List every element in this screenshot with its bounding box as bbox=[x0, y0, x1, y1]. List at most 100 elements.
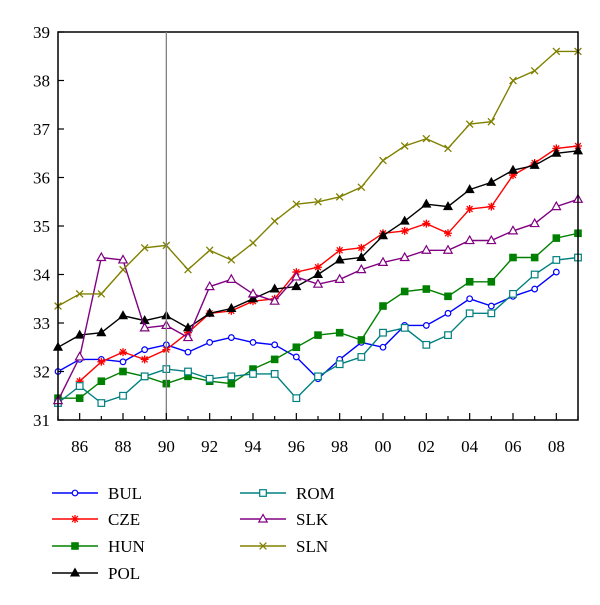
data-point-sln bbox=[465, 120, 474, 129]
data-point-pol bbox=[507, 164, 519, 174]
data-point-bul bbox=[271, 341, 279, 349]
series-line-cze bbox=[79, 145, 579, 382]
series-line-bul bbox=[57, 271, 557, 380]
data-point-hun bbox=[292, 343, 301, 352]
data-point-cze bbox=[357, 243, 366, 252]
data-point-cze bbox=[97, 357, 106, 366]
data-point-rom bbox=[97, 399, 106, 407]
data-point-hun bbox=[357, 336, 366, 344]
series-slk bbox=[52, 193, 584, 405]
data-point-slk bbox=[139, 322, 150, 332]
data-point-sln bbox=[552, 47, 561, 56]
data-point-slk bbox=[312, 278, 324, 288]
legend-label-hun: HUN bbox=[108, 537, 145, 556]
data-point-slk bbox=[96, 251, 107, 262]
data-point-bul bbox=[249, 339, 257, 346]
plot-area bbox=[52, 47, 584, 407]
data-point-pol bbox=[74, 329, 85, 339]
data-point-slk bbox=[356, 263, 367, 274]
data-point-rom bbox=[379, 328, 387, 337]
legend-item-bul: BUL bbox=[52, 484, 142, 503]
data-point-hun bbox=[552, 234, 561, 242]
data-point-rom bbox=[444, 331, 452, 340]
data-point-slk bbox=[421, 244, 432, 254]
data-point-pol bbox=[464, 184, 475, 194]
y-tick-label: 31 bbox=[33, 411, 50, 430]
data-point-pol bbox=[226, 302, 237, 312]
data-point-bul bbox=[206, 339, 214, 346]
series-line-slk bbox=[57, 198, 579, 401]
data-point-cze bbox=[465, 205, 474, 214]
y-tick-label: 39 bbox=[33, 23, 50, 42]
data-point-hun bbox=[422, 285, 431, 293]
data-point-sln bbox=[75, 290, 84, 298]
data-point-cze bbox=[444, 229, 452, 238]
series-pol bbox=[52, 145, 584, 351]
data-point-cze bbox=[140, 355, 149, 364]
legend-marker-rom bbox=[259, 489, 267, 497]
legend-item-pol: POL bbox=[52, 564, 140, 583]
data-point-rom bbox=[357, 353, 366, 361]
data-point-hun bbox=[509, 253, 517, 262]
data-point-rom bbox=[487, 309, 496, 318]
data-point-bul bbox=[141, 346, 149, 354]
x-tick-label: 98 bbox=[331, 437, 348, 456]
data-point-sln bbox=[292, 200, 301, 209]
data-point-pol bbox=[377, 230, 389, 240]
data-point-slk bbox=[464, 234, 475, 245]
x-tick-label: 08 bbox=[548, 437, 565, 456]
data-point-pol bbox=[96, 327, 107, 337]
data-point-hun bbox=[444, 292, 452, 301]
y-tick-label: 32 bbox=[33, 363, 50, 382]
data-point-rom bbox=[140, 372, 149, 381]
y-tick-label: 34 bbox=[33, 266, 51, 285]
data-point-pol bbox=[117, 310, 129, 320]
data-point-bul bbox=[487, 302, 495, 310]
legend-label-slk: SLK bbox=[296, 510, 329, 529]
data-point-slk bbox=[204, 280, 215, 291]
data-point-hun bbox=[530, 253, 539, 262]
data-point-slk bbox=[291, 271, 302, 281]
data-point-sln bbox=[184, 265, 192, 274]
data-point-bul bbox=[292, 353, 300, 361]
data-point-slk bbox=[399, 251, 410, 262]
data-point-slk bbox=[334, 273, 345, 283]
data-point-pol bbox=[269, 283, 280, 293]
data-point-rom bbox=[75, 382, 84, 390]
data-point-rom bbox=[119, 391, 127, 400]
data-point-hun bbox=[335, 328, 344, 337]
legend-marker-slk bbox=[257, 513, 269, 523]
data-point-sln bbox=[270, 217, 279, 226]
data-point-bul bbox=[466, 295, 474, 303]
data-point-cze bbox=[487, 202, 496, 211]
data-point-sln bbox=[422, 134, 431, 143]
data-point-pol bbox=[356, 252, 367, 262]
data-point-slk bbox=[226, 273, 237, 283]
legend-marker-sln bbox=[259, 542, 267, 550]
data-point-rom bbox=[335, 360, 344, 369]
data-point-pol bbox=[399, 215, 410, 225]
legend-marker-cze bbox=[71, 515, 79, 523]
data-point-slk bbox=[486, 234, 497, 245]
x-tick-label: 86 bbox=[71, 437, 88, 456]
data-point-rom bbox=[292, 394, 301, 403]
data-point-sln bbox=[400, 142, 409, 150]
data-point-rom bbox=[422, 340, 431, 349]
data-point-sln bbox=[119, 265, 127, 274]
y-tick-label: 35 bbox=[33, 217, 50, 236]
legend: BUL CZE HUN POL ROM SLK SLN bbox=[52, 484, 335, 583]
legend-item-cze: CZE bbox=[52, 510, 140, 529]
data-point-sln bbox=[530, 66, 539, 75]
data-point-bul bbox=[531, 285, 539, 293]
data-point-sln bbox=[249, 239, 257, 247]
data-point-rom bbox=[270, 370, 279, 378]
data-point-rom bbox=[205, 374, 214, 383]
legend-marker-pol bbox=[69, 567, 81, 577]
data-point-pol bbox=[551, 147, 562, 157]
data-point-pol bbox=[182, 322, 194, 332]
data-point-hun bbox=[314, 331, 322, 339]
data-point-pol bbox=[312, 268, 324, 278]
data-point-rom bbox=[552, 256, 561, 264]
x-tick-label: 06 bbox=[505, 437, 522, 456]
